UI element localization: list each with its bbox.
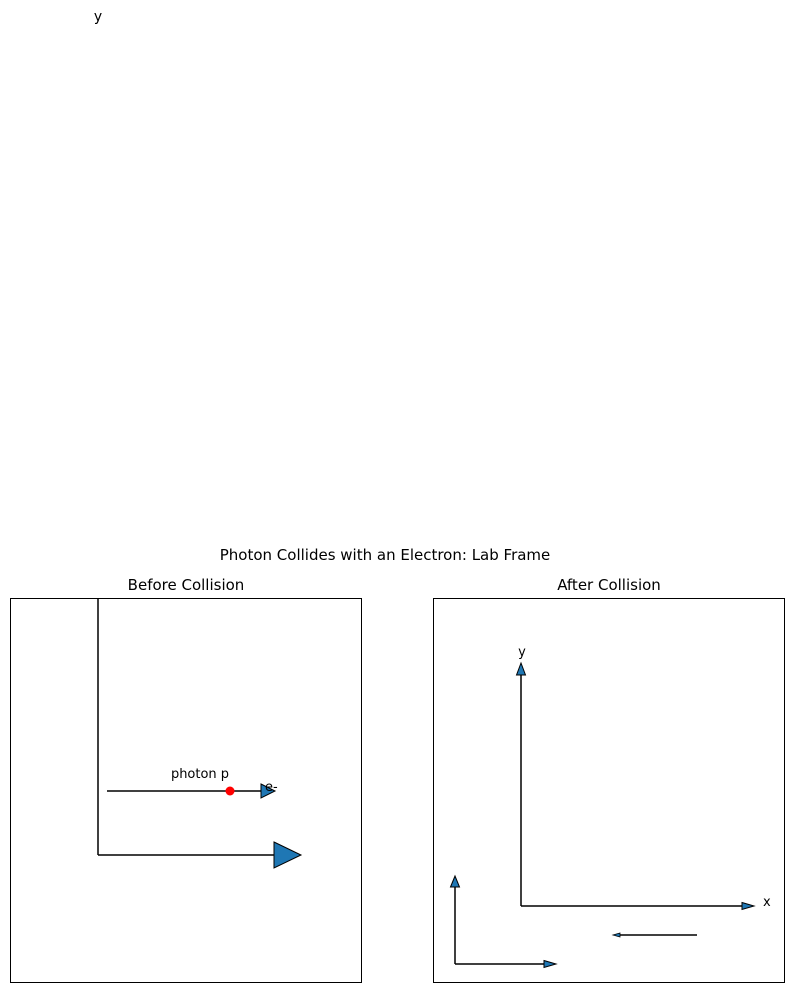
after-panel-title: After Collision <box>557 576 661 594</box>
before-large-arrow-head-icon <box>273 841 303 869</box>
after-y-axis-arrow-head-icon <box>515 661 527 676</box>
after-y-axis-label: y <box>518 645 526 660</box>
stray-y-label: y <box>94 9 102 25</box>
electron-label: e- <box>265 780 278 795</box>
after-x-axis-arrow-head-icon <box>741 901 756 911</box>
before-panel: Before Collision photon p e- <box>10 576 362 983</box>
electron-dot <box>225 786 235 796</box>
before-panel-title: Before Collision <box>128 576 245 594</box>
after-x-axis-label: x <box>763 895 771 910</box>
after-panel: After Collision y x <box>433 576 785 983</box>
before-panel-frame <box>10 598 362 983</box>
after-panel-frame <box>433 598 785 983</box>
after-small-left-arrow-head-icon <box>611 932 621 938</box>
photon-arrow-head-icon <box>260 783 277 799</box>
after-corner-right-arrow-head-icon <box>543 959 558 969</box>
after-corner-up-arrow-head-icon <box>449 874 461 888</box>
figure-suptitle: Photon Collides with an Electron: Lab Fr… <box>220 546 551 564</box>
photon-label: photon p <box>171 767 229 782</box>
